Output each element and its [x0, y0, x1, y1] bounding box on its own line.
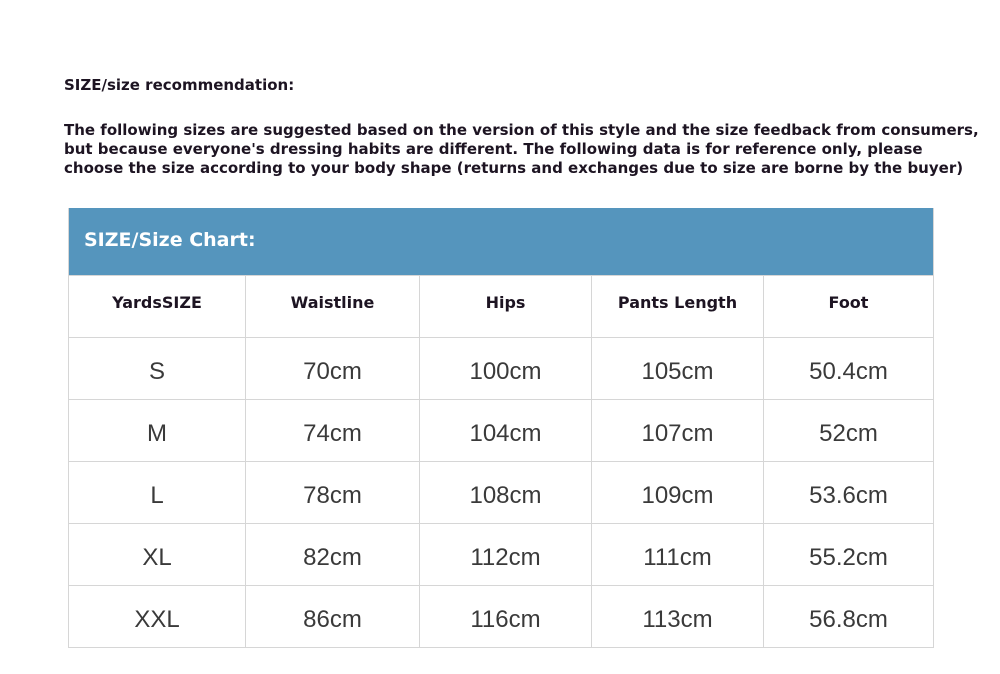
table-cell: 113cm: [591, 586, 763, 647]
table-header-row: YardsSIZE Waistline Hips Pants Length Fo…: [69, 275, 933, 337]
table-cell: 109cm: [591, 462, 763, 523]
intro-line: The following sizes are suggested based …: [64, 121, 979, 139]
table-cell: 86cm: [245, 586, 419, 647]
size-chart-table: SIZE/Size Chart: YardsSIZE Waistline Hip…: [68, 208, 934, 648]
intro-text: The following sizes are suggested based …: [64, 121, 979, 178]
table-row: XL 82cm 112cm 111cm 55.2cm: [69, 523, 933, 585]
table-cell: 116cm: [419, 586, 591, 647]
column-header: YardsSIZE: [112, 293, 202, 312]
table-cell: M: [147, 419, 167, 447]
column-header: Waistline: [245, 276, 419, 337]
table-cell: 55.2cm: [763, 524, 933, 585]
table-cell: 112cm: [419, 524, 591, 585]
table-cell: 50.4cm: [763, 338, 933, 399]
table-cell: 82cm: [245, 524, 419, 585]
table-cell: 104cm: [419, 400, 591, 461]
column-header: Hips: [419, 276, 591, 337]
page-title: SIZE/size recommendation:: [64, 76, 295, 94]
table-cell: 52cm: [763, 400, 933, 461]
table-row: XXL 86cm 116cm 113cm 56.8cm: [69, 585, 933, 647]
table-cell: 70cm: [245, 338, 419, 399]
table-cell: 111cm: [591, 524, 763, 585]
table-row: L 78cm 108cm 109cm 53.6cm: [69, 461, 933, 523]
table-cell: 74cm: [245, 400, 419, 461]
table-cell: 108cm: [419, 462, 591, 523]
column-header: Pants Length: [591, 276, 763, 337]
intro-line: but because everyone's dressing habits a…: [64, 140, 923, 158]
table-cell: XL: [142, 543, 172, 571]
table-cell: 53.6cm: [763, 462, 933, 523]
table-cell: L: [150, 481, 164, 509]
size-chart-banner: SIZE/Size Chart:: [69, 208, 933, 275]
table-row: M 74cm 104cm 107cm 52cm: [69, 399, 933, 461]
table-cell: 107cm: [591, 400, 763, 461]
column-header: Foot: [763, 276, 933, 337]
intro-line: choose the size according to your body s…: [64, 159, 964, 177]
table-cell: 56.8cm: [763, 586, 933, 647]
table-cell: S: [148, 357, 165, 385]
table-cell: 100cm: [419, 338, 591, 399]
table-cell: 105cm: [591, 338, 763, 399]
table-cell: XXL: [134, 605, 180, 633]
table-cell: 78cm: [245, 462, 419, 523]
table-row: S 70cm 100cm 105cm 50.4cm: [69, 337, 933, 399]
